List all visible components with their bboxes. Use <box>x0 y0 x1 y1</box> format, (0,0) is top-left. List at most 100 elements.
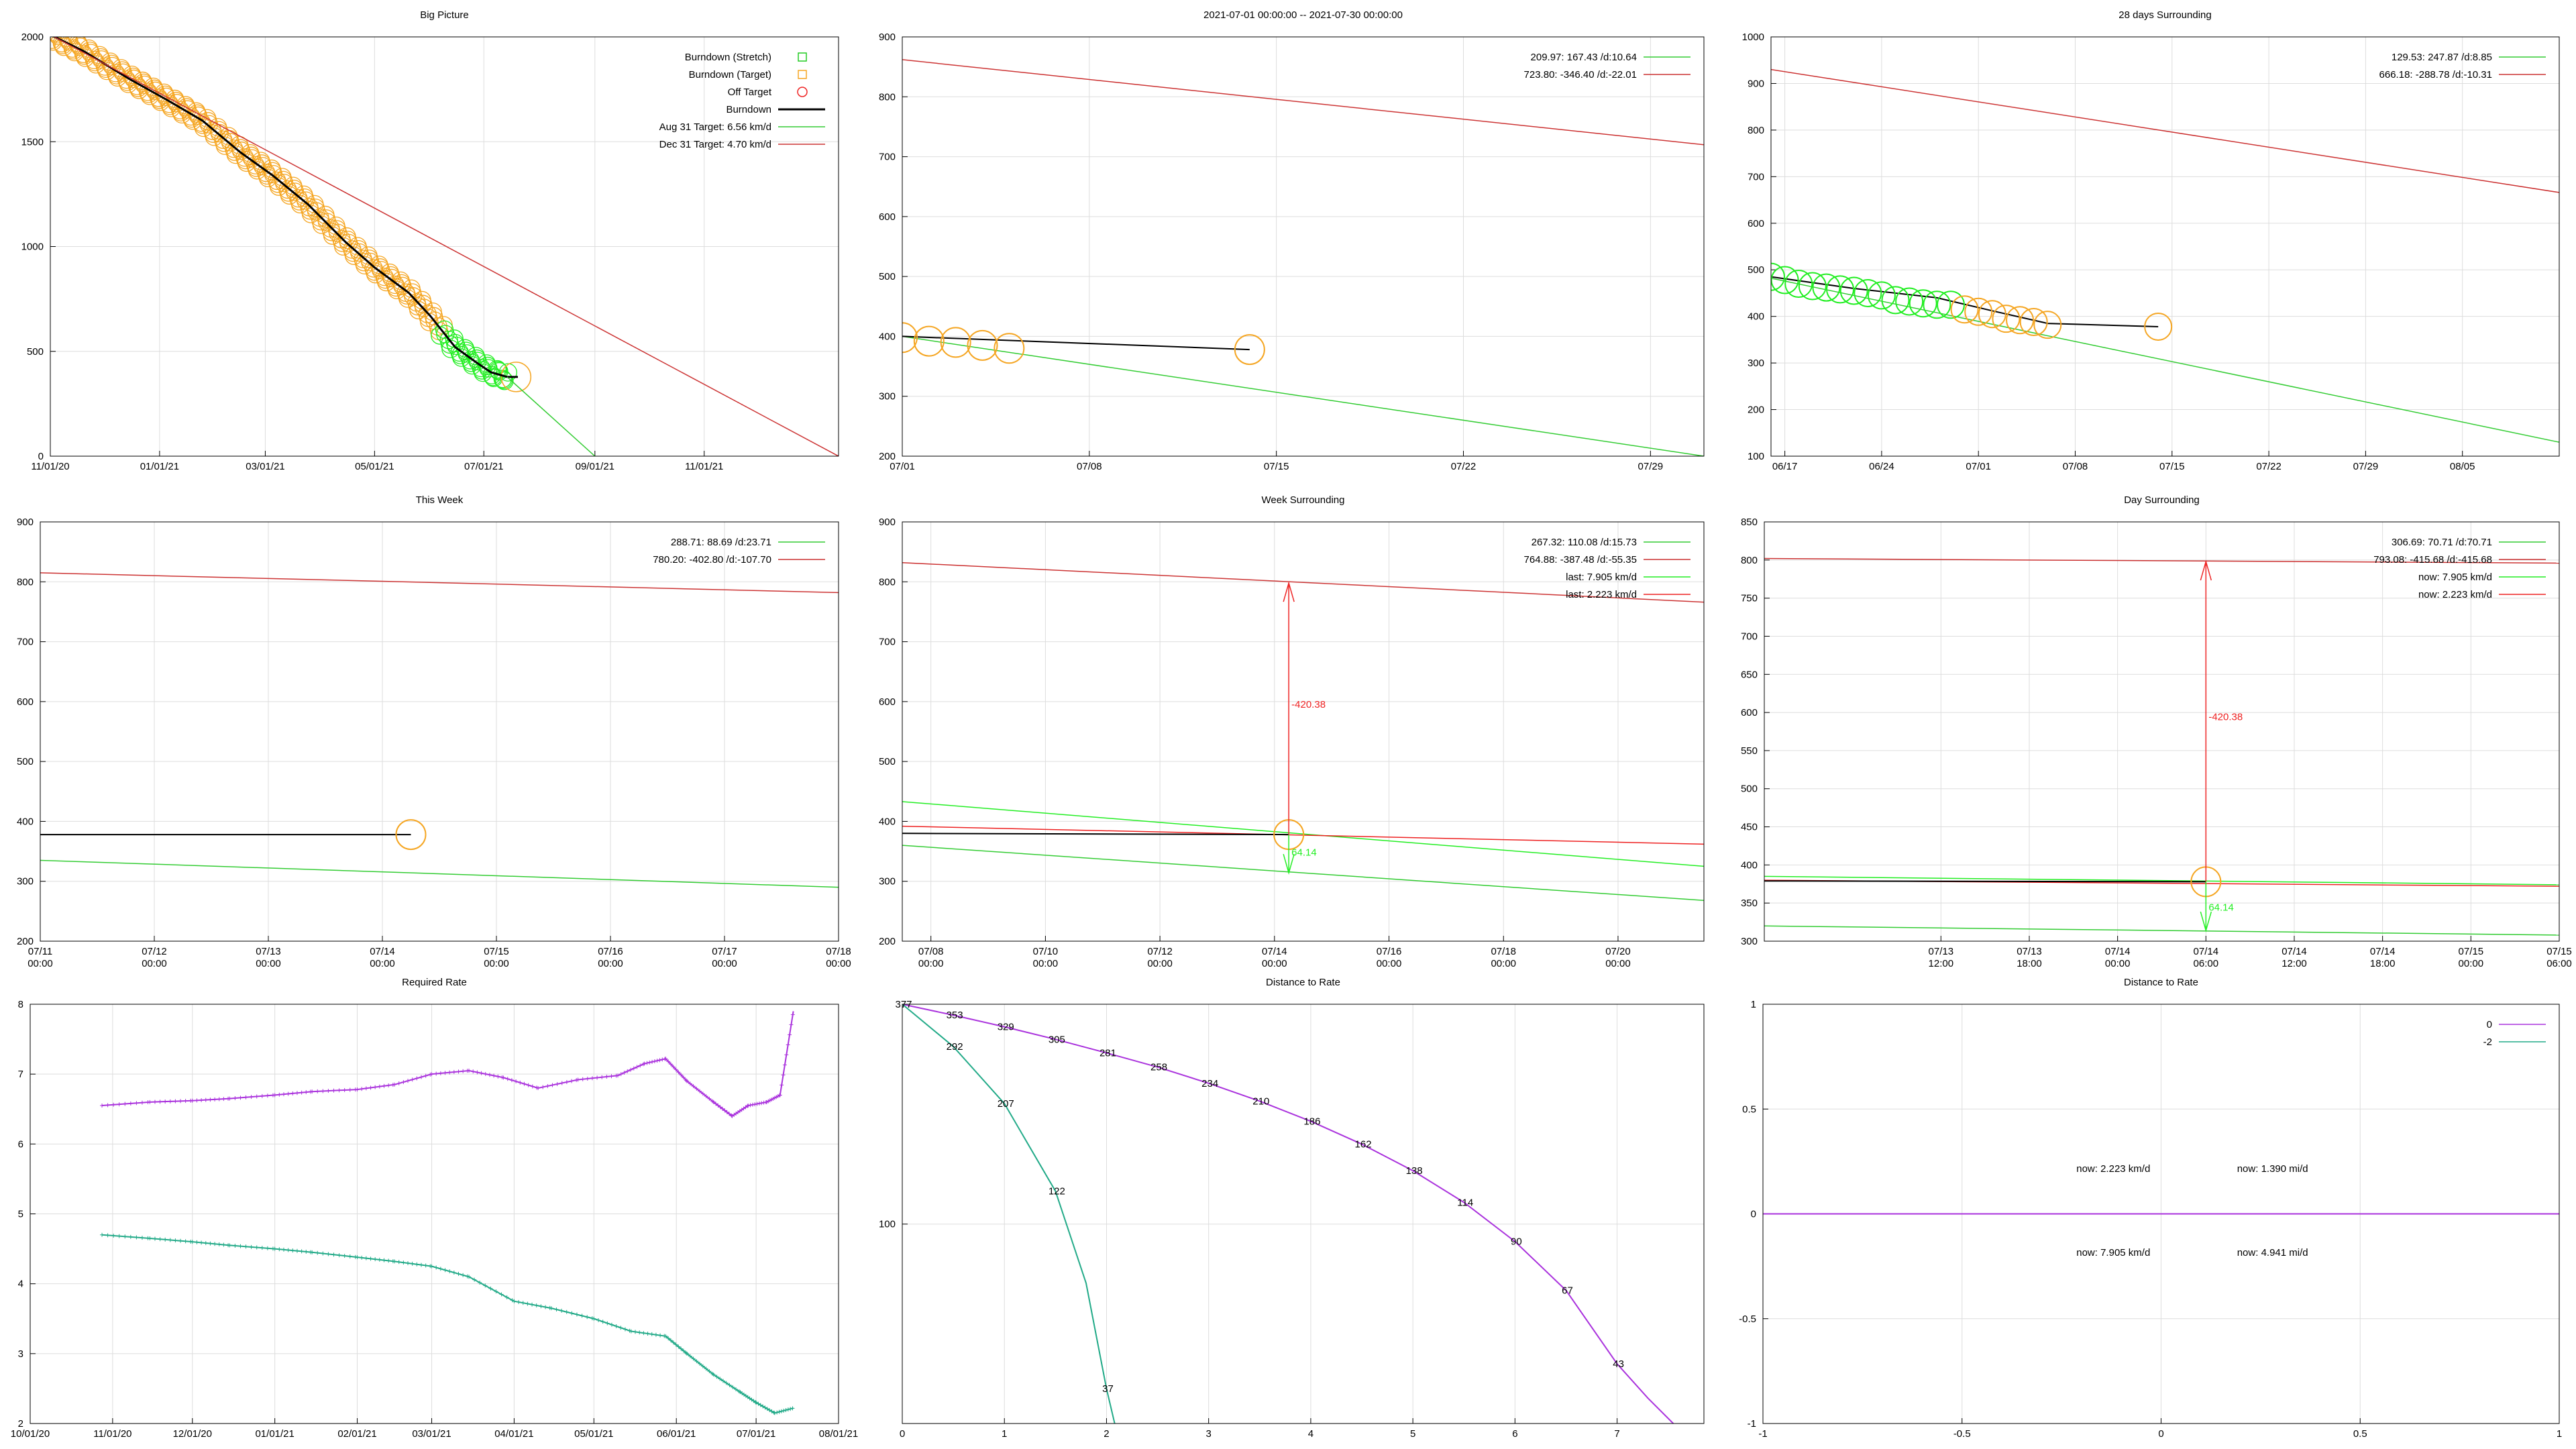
x-tick-label: 00:00 <box>256 958 281 969</box>
chart-panel-p9: Distance to Rate -1 -0.5 0 0.5 1 -1 -0.5 0 0.5 1 no… <box>1739 977 2562 1440</box>
distance-label: 122 <box>1049 1186 1065 1197</box>
series-line <box>40 859 839 888</box>
x-tick-label: 11/01/21 <box>685 461 723 472</box>
y-tick-label: 7 <box>18 1069 23 1080</box>
y-tick-label: 700 <box>1741 631 1758 642</box>
target-marker <box>307 202 326 221</box>
stretch-marker <box>462 354 481 372</box>
legend-label: 129.53: 247.87 /d:8.85 <box>2392 52 2492 63</box>
x-tick-label: 07/13 <box>1929 946 1954 957</box>
arrow-head <box>1283 581 1295 602</box>
y-tick-label: 900 <box>1748 78 1764 89</box>
target-marker <box>372 260 390 280</box>
legend: 0 -2 <box>2483 1019 2546 1048</box>
legend-label: Off Target <box>728 87 772 98</box>
x-tick-label: 07/20 <box>1605 946 1631 957</box>
burndown-circle <box>1854 278 1882 307</box>
x-tick-label: 07/01/21 <box>464 461 503 472</box>
target-marker <box>231 142 251 160</box>
series-line <box>902 1004 1674 1424</box>
target-marker <box>60 37 78 51</box>
target-marker <box>113 63 132 82</box>
x-tick-label: 07/01 <box>890 461 915 472</box>
y-tick-label: 850 <box>1741 517 1758 528</box>
rate-text: now: 2.223 km/d <box>2076 1163 2150 1175</box>
x-tick-label: 00:00 <box>28 958 53 969</box>
stretch-marker <box>478 356 497 376</box>
y-tick-label: 500 <box>879 756 896 767</box>
x-tick-label: 12:00 <box>2282 958 2307 969</box>
x-tick-label: 00:00 <box>918 958 944 969</box>
target-marker <box>350 243 369 262</box>
x-tick-label: 11/01/20 <box>93 1428 131 1440</box>
distance-label: 353 <box>947 1010 963 1021</box>
y-tick-label: 500 <box>1741 784 1758 795</box>
plot-frame <box>1764 521 2560 942</box>
x-tick-label: 01/01/21 <box>140 461 179 472</box>
x-tick-label: 07/11 <box>28 946 52 957</box>
y-tick-label: -0.5 <box>1739 1313 1756 1325</box>
series-line <box>1764 557 2559 564</box>
target-marker <box>328 223 347 242</box>
x-tick-label: 06/24 <box>1869 461 1894 472</box>
stretch-marker <box>467 349 486 368</box>
chart-title: Distance to Rate <box>1266 977 1340 988</box>
burndown-circle <box>994 333 1025 364</box>
arrow-head <box>2200 559 2212 581</box>
rate-text: now: 7.905 km/d <box>2076 1247 2150 1258</box>
y-tick-label: 400 <box>1741 859 1758 871</box>
chart-panel-p5: Week Surrounding07/0800:0007/1000:0007/1… <box>879 494 1705 969</box>
x-tick-label: 07/14 <box>2105 946 2131 957</box>
x-tick-label: 07/12 <box>142 946 167 957</box>
y-tick-label: 800 <box>1741 555 1758 566</box>
stretch-marker <box>458 344 476 363</box>
y-tick-label: 300 <box>17 876 34 888</box>
series-markers <box>100 1232 795 1415</box>
target-marker <box>312 215 331 234</box>
y-tick-label: 500 <box>27 346 44 358</box>
distance-label: 43 <box>1613 1358 1624 1370</box>
x-tick-label: 00:00 <box>1262 958 1287 969</box>
legend-label: 267.32: 110.08 /d:15.73 <box>1532 537 1637 548</box>
y-tick-label: 600 <box>879 696 896 708</box>
x-tick-label: 07/01 <box>1966 461 1991 472</box>
legend: Burndown (Stretch) Burndown (Target) Off T… <box>659 52 825 150</box>
x-tick-label: 03/01/21 <box>412 1428 451 1440</box>
plot-frame <box>50 36 839 457</box>
target-marker <box>81 44 100 62</box>
x-tick-label: 07/16 <box>1377 946 1402 957</box>
y-tick-label: 6 <box>18 1138 23 1150</box>
chart-title: Big Picture <box>420 9 469 21</box>
x-tick-label: 00:00 <box>1491 958 1516 969</box>
x-tick-label: 06:00 <box>2546 958 2572 969</box>
legend-label: Burndown <box>726 104 771 115</box>
target-marker <box>242 149 262 168</box>
y-tick-label: 450 <box>1741 822 1758 833</box>
distance-label: 37 <box>1102 1383 1114 1395</box>
x-tick-label: 4 <box>1308 1428 1313 1440</box>
plot-area <box>50 37 839 456</box>
x-tick-label: 07/12 <box>1147 946 1173 957</box>
chart-panel-p3: 28 days Surrounding 06/17 06/24 07/01 07/08 0… <box>1742 9 2560 472</box>
x-tick-label: 07/18 <box>826 946 851 957</box>
y-tick-label: 900 <box>17 517 34 528</box>
x-tick-label: 07/14 <box>370 946 395 957</box>
legend: 129.53: 247.87 /d:8.85 666.18: -288.78 /d… <box>2379 52 2546 80</box>
legend-label: 666.18: -288.78 /d:-10.31 <box>2379 69 2492 80</box>
burndown-circle <box>1826 275 1855 304</box>
y-tick-label: 8 <box>18 999 23 1010</box>
burndown-circle <box>2033 311 2062 339</box>
y-tick-label: 1000 <box>21 241 44 253</box>
delta-label: -420.38 <box>2208 711 2243 722</box>
y-tick-label: 600 <box>879 211 896 223</box>
x-tick-label: 05/01/21 <box>355 461 394 472</box>
stretch-marker <box>488 360 506 379</box>
burndown-circle <box>1964 297 1993 326</box>
x-tick-label: 5 <box>1410 1428 1415 1440</box>
x-tick-label: 07/18 <box>1491 946 1516 957</box>
distance-label: 138 <box>1406 1165 1423 1177</box>
burndown-circle <box>902 322 918 354</box>
x-tick-label: 07/08 <box>1077 461 1102 472</box>
target-marker <box>102 54 121 73</box>
chart-panel-p2: 2021-07-01 00:00:00 -- 2021-07-30 00:00:… <box>879 9 1705 472</box>
